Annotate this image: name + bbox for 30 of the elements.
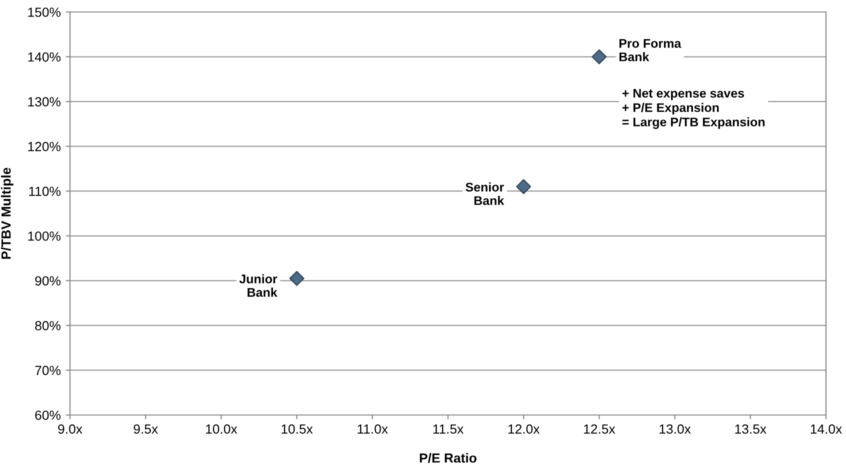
y-axis-title: P/TBV Multiple [1,168,14,259]
x-tick-label: 13.5x [735,424,766,434]
point [592,49,607,64]
x-tick-label: 13.0x [660,424,691,434]
x-tick-label: 10.0x [206,424,238,434]
y-tick-label: 60% [35,410,61,420]
y-tick-label: 110% [29,186,61,196]
x-tick-label: 9.0x [58,424,82,434]
x-tick-label: 12.0x [508,424,540,434]
x-tick-label: 12.5x [584,424,616,434]
y-tick-label: 100% [28,231,61,241]
annotation: Senior Bank [466,182,504,206]
x-axis-title: P/E Ratio [420,452,476,463]
x-tick-label: 11.5x [433,424,464,434]
x-tick-label: 9.5x [134,424,158,434]
point [516,179,532,194]
y-tick-label: 80% [35,321,61,330]
annotation: Junior Bank [239,274,278,297]
y-tick-label: 150% [28,8,61,17]
y-tick-label: 120% [28,142,61,152]
y-tick-label: 130% [28,97,61,106]
x-tick-label: 11.0x [358,424,388,434]
y-tick-label: 90% [35,276,61,286]
annotation: + Net expense saves + P/E Expansion = Large P/TB Expansion [622,88,765,129]
y-tick-label: 140% [28,52,61,62]
point [289,270,304,286]
annotation: Pro Forma Bank [619,39,682,62]
y-tick-label: 70% [35,366,61,376]
x-tick-label: 10.5x [282,424,313,434]
x-tick-label: 14.0x [810,424,842,434]
